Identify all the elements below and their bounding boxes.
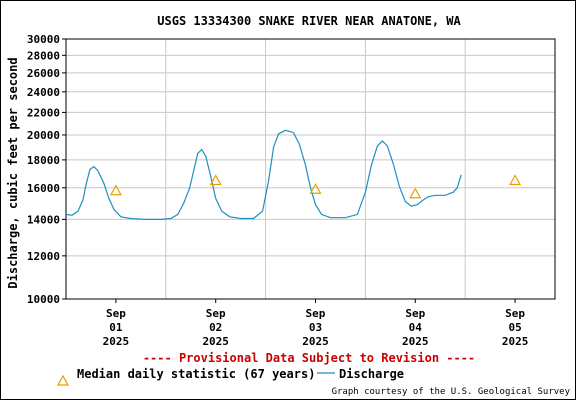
x-tick-label: Sep bbox=[306, 307, 326, 320]
x-tick-label: Sep bbox=[405, 307, 425, 320]
median-point bbox=[309, 183, 322, 194]
x-tick-label: Sep bbox=[206, 307, 226, 320]
graph-credit: Graph courtesy of the U.S. Geological Su… bbox=[332, 387, 571, 397]
x-tick-label: 2025 bbox=[103, 335, 130, 348]
x-tick-label: 04 bbox=[409, 321, 423, 334]
series-layer bbox=[65, 129, 522, 220]
x-axis-ticks: Sep012025Sep022025Sep032025Sep042025Sep0… bbox=[103, 299, 529, 348]
median-point bbox=[409, 187, 422, 199]
x-tick-label: 05 bbox=[508, 321, 521, 334]
x-tick-label: 02 bbox=[209, 321, 222, 334]
y-tick-label: 24000 bbox=[27, 86, 60, 99]
chart-title: USGS 13334300 SNAKE RIVER NEAR ANATONE, … bbox=[157, 14, 461, 28]
median-point bbox=[209, 174, 222, 186]
y-tick-label: 18000 bbox=[27, 154, 60, 167]
median-point bbox=[109, 184, 122, 196]
y-tick-label: 28000 bbox=[27, 49, 60, 62]
provisional-data-notice: ---- Provisional Data Subject to Revisio… bbox=[143, 351, 475, 365]
y-tick-label: 12000 bbox=[27, 250, 60, 263]
legend: Median daily statistic (67 years) Discha… bbox=[56, 367, 404, 386]
median-point bbox=[509, 174, 522, 186]
plot-area bbox=[65, 38, 556, 300]
y-axis-label: Discharge, cubic feet per second bbox=[6, 57, 20, 288]
x-tick-label: 2025 bbox=[502, 335, 529, 348]
x-tick-label: 03 bbox=[309, 321, 322, 334]
x-tick-label: 01 bbox=[109, 321, 123, 334]
discharge-line bbox=[65, 129, 462, 220]
y-axis-ticks: 10000 12000 14000 16000 18000 20000 22000 24000… bbox=[27, 33, 66, 306]
y-tick-label: 10000 bbox=[27, 293, 60, 306]
grid-lines bbox=[66, 38, 555, 300]
y-tick-label: 14000 bbox=[27, 213, 60, 226]
x-tick-label: 2025 bbox=[302, 335, 329, 348]
y-tick-label: 16000 bbox=[27, 182, 60, 195]
legend-median-label: Median daily statistic (67 years) bbox=[77, 367, 315, 381]
y-tick-label: 30000 bbox=[27, 33, 60, 46]
x-tick-label: Sep bbox=[505, 307, 525, 320]
y-tick-label: 22000 bbox=[27, 106, 60, 119]
x-tick-label: 2025 bbox=[402, 335, 429, 348]
x-tick-label: Sep bbox=[106, 307, 126, 320]
y-tick-label: 20000 bbox=[27, 129, 60, 142]
legend-median-marker bbox=[56, 374, 70, 386]
y-tick-label: 26000 bbox=[27, 67, 60, 80]
legend-discharge-label: Discharge bbox=[339, 367, 404, 381]
x-tick-label: 2025 bbox=[202, 335, 229, 348]
